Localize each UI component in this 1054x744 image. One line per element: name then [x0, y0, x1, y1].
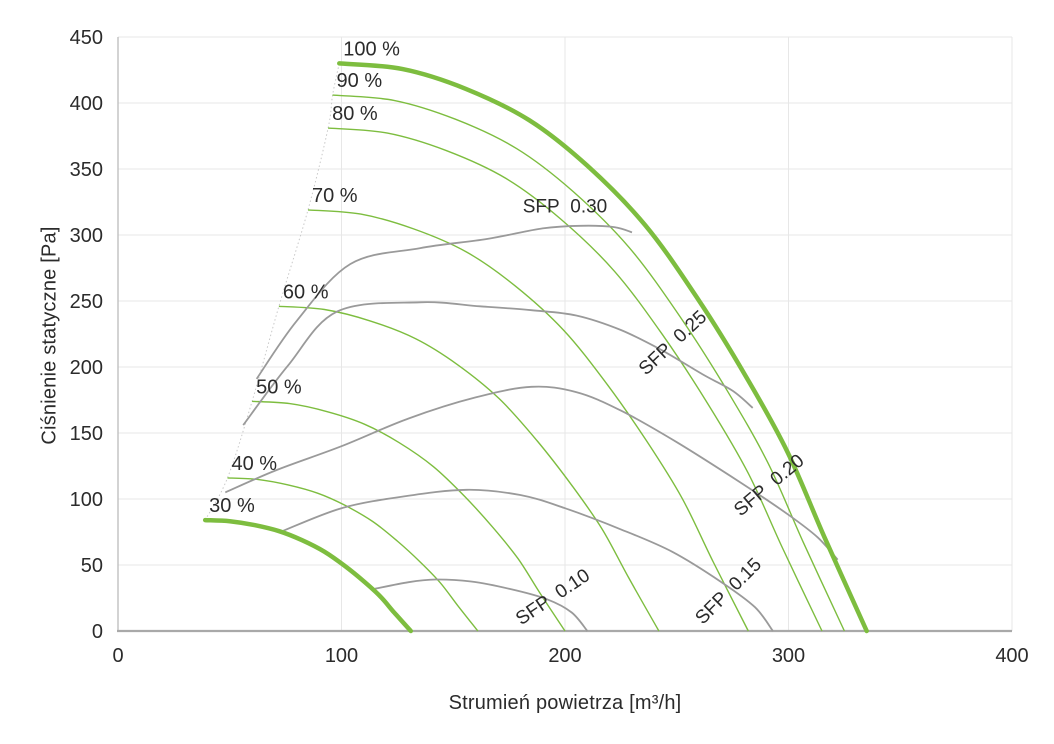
sfp-curve-label-0.30: SFP 0.30	[523, 197, 608, 218]
x-tick-label-200: 200	[548, 645, 581, 667]
y-tick-label-300: 300	[70, 225, 103, 247]
speed-curve-label-50: 50 %	[256, 376, 302, 398]
speed-curve-label-100: 100 %	[343, 38, 400, 60]
y-tick-label-450: 450	[70, 27, 103, 49]
sfp-curve-0.30	[255, 224, 633, 380]
speed-curve-30	[202, 517, 414, 634]
y-tick-label-250: 250	[70, 291, 103, 313]
y-axis-title: Ciśnienie statyczne [Pa]	[38, 226, 61, 445]
x-axis-title: Strumień powietrza [m³/h]	[448, 692, 682, 714]
sfp-curve-0.10	[374, 578, 589, 632]
sfp-curve-0.15	[283, 488, 774, 632]
speed-curve-label-80: 80 %	[332, 103, 378, 125]
y-tick-label-350: 350	[70, 159, 103, 181]
speed-curve-60	[278, 305, 660, 632]
speed-curve-80	[328, 127, 823, 632]
y-tick-label-400: 400	[70, 93, 103, 115]
speed-curve-label-40: 40 %	[232, 453, 278, 475]
y-tick-label-50: 50	[81, 555, 103, 577]
speed-curve-label-70: 70 %	[312, 185, 358, 207]
speed-curve-label-90: 90 %	[337, 70, 383, 92]
sfp-curve-0.25	[242, 301, 754, 426]
speed-curve-90	[332, 94, 846, 632]
sfp-curve-0.20	[224, 385, 839, 561]
speed-curve-70	[307, 209, 749, 632]
speed-curve-40	[227, 477, 479, 632]
speed-curve-50	[252, 400, 566, 632]
speed-curve-label-60: 60 %	[283, 281, 329, 303]
speed-curve-label-30: 30 %	[209, 495, 255, 517]
x-tick-label-100: 100	[325, 645, 358, 667]
sfp-curve-label-0.10: SFP 0.10	[512, 565, 594, 630]
sfp-curve-label-0.25: SFP 0.25	[635, 307, 711, 380]
y-tick-label-100: 100	[70, 489, 103, 511]
y-tick-label-200: 200	[70, 357, 103, 379]
x-tick-label-300: 300	[772, 645, 805, 667]
speed-curve-100	[337, 61, 869, 634]
y-tick-label-0: 0	[92, 621, 103, 643]
x-tick-label-0: 0	[112, 645, 123, 667]
x-tick-label-400: 400	[995, 645, 1028, 667]
y-tick-label-150: 150	[70, 423, 103, 445]
